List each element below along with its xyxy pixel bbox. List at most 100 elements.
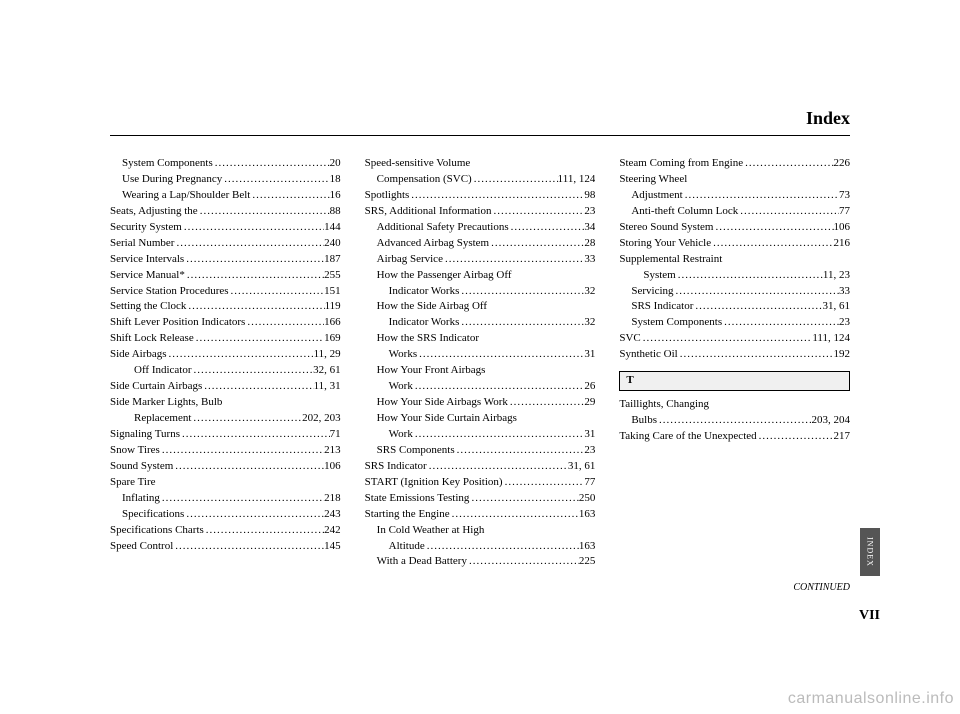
- index-entry: How Your Side Airbags Work29: [365, 395, 596, 411]
- index-entry-page: 28: [584, 236, 595, 252]
- index-entry: SRS Indicator31, 61: [619, 299, 850, 315]
- leader-dots: [204, 523, 324, 539]
- index-entry-label: Service Intervals: [110, 252, 184, 268]
- index-entry-label: How Your Front Airbags: [377, 363, 486, 379]
- leader-dots: [413, 427, 585, 443]
- leader-dots: [222, 172, 329, 188]
- index-entry-label: Speed-sensitive Volume: [365, 156, 471, 172]
- index-entry: Anti-theft Column Lock 77: [619, 204, 850, 220]
- index-entry-page: 225: [579, 554, 596, 570]
- index-entry: Shift Lever Position Indicators166: [110, 315, 341, 331]
- leader-dots: [711, 236, 833, 252]
- index-entry: Setting the Clock119: [110, 299, 341, 315]
- index-entry-label: Specifications Charts: [110, 523, 204, 539]
- index-entry-label: Works: [389, 347, 417, 363]
- index-entry-label: SRS Indicator: [365, 459, 427, 475]
- index-entry-page: 218: [324, 491, 341, 507]
- index-entry-label: Work: [389, 427, 413, 443]
- index-entry: Side Curtain Airbags11, 31: [110, 379, 341, 395]
- leader-dots: [693, 299, 822, 315]
- leader-dots: [757, 429, 834, 445]
- index-entry: Stereo Sound System106: [619, 220, 850, 236]
- index-entry: Works31: [365, 347, 596, 363]
- index-entry-label: Additional Safety Precautions: [377, 220, 509, 236]
- index-entry: Sound System106: [110, 459, 341, 475]
- index-entry-page: 213: [324, 443, 341, 459]
- index-tab: INDEX: [860, 528, 880, 576]
- index-entry-page: 151: [324, 284, 341, 300]
- leader-dots: [202, 379, 313, 395]
- leader-dots: [459, 315, 584, 331]
- leader-dots: [425, 539, 579, 555]
- index-entry-page: 77: [839, 204, 850, 220]
- section-letter: T: [619, 371, 850, 391]
- leader-dots: [722, 315, 839, 331]
- index-entry: Signaling Turns71: [110, 427, 341, 443]
- index-entry-page: 217: [834, 429, 851, 445]
- index-entry: Indicator Works32: [365, 284, 596, 300]
- index-entry-page: 226: [834, 156, 851, 172]
- index-entry: With a Dead Battery 225: [365, 554, 596, 570]
- index-entry-label: Inflating: [122, 491, 160, 507]
- index-entry-label: Off Indicator: [134, 363, 192, 379]
- index-entry-label: With a Dead Battery: [377, 554, 467, 570]
- leader-dots: [417, 347, 584, 363]
- index-entry-label: System: [643, 268, 675, 284]
- leader-dots: [459, 284, 584, 300]
- leader-dots: [641, 331, 813, 347]
- index-entry-page: 163: [579, 507, 596, 523]
- index-entry-label: SVC: [619, 331, 640, 347]
- index-entry-label: How Your Side Curtain Airbags: [377, 411, 517, 427]
- index-column-1: System Components20Use During Pregnancy1…: [110, 156, 341, 570]
- index-entry-page: 144: [324, 220, 341, 236]
- leader-dots: [174, 236, 324, 252]
- index-entry-page: 202, 203: [302, 411, 341, 427]
- index-entry-page: 11, 23: [823, 268, 850, 284]
- index-entry-label: Specifications: [122, 507, 184, 523]
- index-entry: SRS Components23: [365, 443, 596, 459]
- index-entry-label: Anti-theft Column Lock: [631, 204, 738, 220]
- leader-dots: [229, 284, 325, 300]
- index-entry-page: 187: [324, 252, 341, 268]
- index-entry-label: START (Ignition Key Position): [365, 475, 503, 491]
- index-entry: Servicing33: [619, 284, 850, 300]
- index-entry: SVC111, 124: [619, 331, 850, 347]
- index-columns: System Components20Use During Pregnancy1…: [110, 156, 850, 570]
- index-entry-label: SRS Indicator: [631, 299, 693, 315]
- leader-dots: [160, 491, 324, 507]
- index-entry-label: Spare Tire: [110, 475, 156, 491]
- index-entry: Wearing a Lap/Shoulder Belt16: [110, 188, 341, 204]
- index-entry-label: Security System: [110, 220, 182, 236]
- index-entry-label: SRS, Additional Information: [365, 204, 492, 220]
- leader-dots: [427, 459, 568, 475]
- index-entry-label: System Components: [122, 156, 213, 172]
- leader-dots: [455, 443, 585, 459]
- index-entry-label: Taking Care of the Unexpected: [619, 429, 756, 445]
- leader-dots: [194, 331, 324, 347]
- index-entry-page: 106: [834, 220, 851, 236]
- leader-dots: [213, 156, 330, 172]
- index-entry-page: 73: [839, 188, 850, 204]
- leader-dots: [167, 347, 314, 363]
- index-entry-label: Servicing: [631, 284, 673, 300]
- index-entry: Additional Safety Precautions 34: [365, 220, 596, 236]
- leader-dots: [191, 411, 302, 427]
- leader-dots: [713, 220, 833, 236]
- index-entry-label: Synthetic Oil: [619, 347, 677, 363]
- index-entry-label: Altitude: [389, 539, 425, 555]
- index-entry-label: How the Passenger Airbag Off: [377, 268, 512, 284]
- index-entry: Inflating 218: [110, 491, 341, 507]
- index-entry-label: Seats, Adjusting the: [110, 204, 198, 220]
- leader-dots: [738, 204, 839, 220]
- index-entry-page: 71: [330, 427, 341, 443]
- leader-dots: [173, 539, 324, 555]
- index-entry-label: Compensation (SVC): [377, 172, 472, 188]
- index-entry-page: 250: [579, 491, 596, 507]
- index-entry-label: Spotlights: [365, 188, 410, 204]
- index-entry: System Components23: [619, 315, 850, 331]
- index-entry-page: 34: [584, 220, 595, 236]
- index-entry-page: 77: [584, 475, 595, 491]
- index-entry-page: 192: [834, 347, 851, 363]
- leader-dots: [450, 507, 579, 523]
- index-entry: Service Manual*255: [110, 268, 341, 284]
